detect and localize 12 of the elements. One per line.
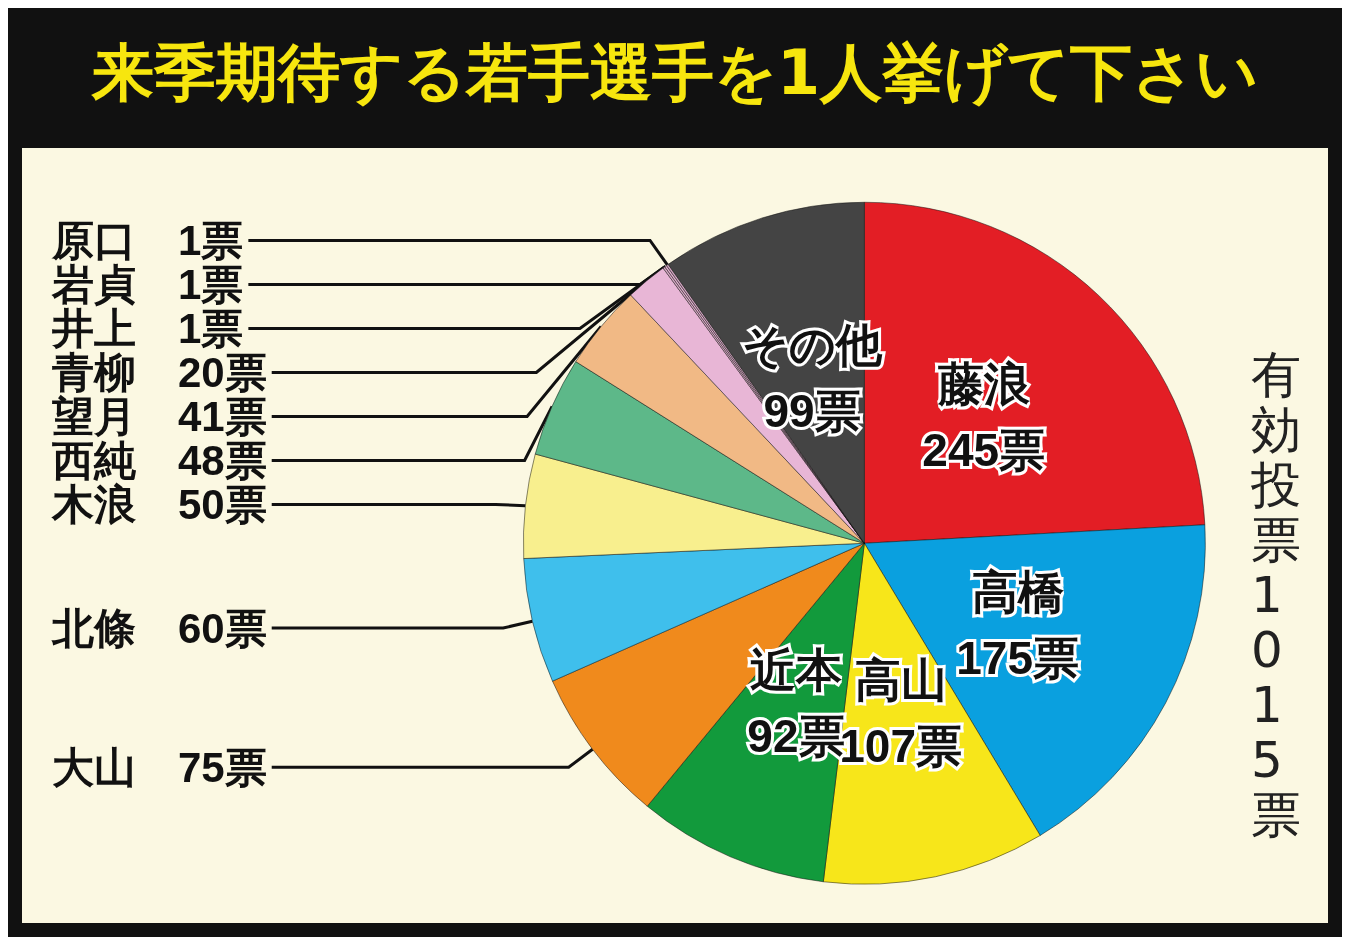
data-label: 175票: [956, 631, 1080, 684]
slice-label: 大山 75票: [52, 743, 267, 791]
slice-label: 木浪 50票: [51, 480, 267, 528]
slice-label: 北條 60票: [51, 604, 267, 652]
slice-label: 高山: [854, 653, 947, 706]
slice-label: 藤浪: [936, 358, 1031, 411]
data-label: 245票: [922, 424, 1046, 477]
chart-title: 来季期待する若手選手を1人挙げて下さい: [90, 35, 1260, 111]
data-label: 99票: [763, 384, 861, 437]
text: 有効投票1015票: [1251, 346, 1331, 844]
slice-label: 高橋: [971, 565, 1064, 618]
slice-label: 原口 1票: [51, 216, 244, 264]
